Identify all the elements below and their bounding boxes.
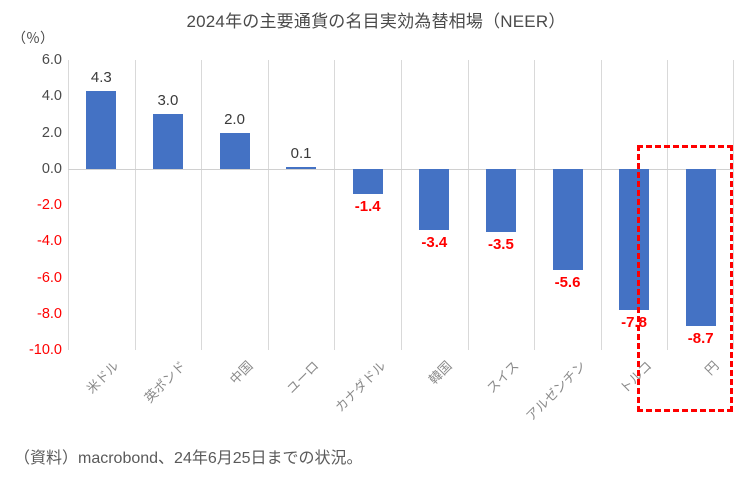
bar-value-label: 0.1 xyxy=(290,144,312,162)
chart-title: 2024年の主要通貨の名目実効為替相場（NEER） xyxy=(186,12,566,31)
y-axis-tick-neg4-0: -4.0 xyxy=(37,233,62,250)
bar-value-label: -3.4 xyxy=(421,234,448,252)
y-axis-tick-neg2-0: -2.0 xyxy=(37,197,62,213)
bar xyxy=(419,168,450,231)
bar xyxy=(685,168,716,327)
y-axis-tick-neg8-0: -8.0 xyxy=(37,305,62,322)
category-gridline xyxy=(401,60,402,350)
y-axis-line xyxy=(68,60,69,350)
y-axis-unit-label: （％） xyxy=(12,30,54,46)
y-axis-tick-6neg0: 6.0 xyxy=(41,52,62,68)
category-gridline xyxy=(667,60,669,350)
category-gridline xyxy=(334,60,336,350)
bar-value-label: -5.6 xyxy=(554,274,581,292)
bar xyxy=(352,168,383,195)
category-gridline xyxy=(733,60,734,350)
bar xyxy=(86,90,117,169)
category-gridline xyxy=(600,60,602,350)
y-axis-tick-2neg0: 2.0 xyxy=(41,124,62,141)
bar-value-label: -7.8 xyxy=(621,314,648,332)
source-note: （資料）macrobond、24年6月25日までの状況。 xyxy=(14,450,363,467)
bar xyxy=(152,114,183,169)
plot-area xyxy=(68,60,734,350)
bar-value-label: -8.7 xyxy=(687,330,714,348)
y-axis-tick-neg6-0: -6.0 xyxy=(37,269,62,286)
category-gridline xyxy=(267,60,269,350)
bar-value-label: 3.0 xyxy=(157,92,179,110)
category-gridline xyxy=(534,60,536,350)
bar xyxy=(552,168,583,271)
zero-baseline xyxy=(68,168,734,170)
bar-value-label: 4.3 xyxy=(90,68,112,86)
y-axis-tick-4neg0: 4.0 xyxy=(41,88,62,105)
bar xyxy=(485,168,516,233)
bar-value-label: -1.4 xyxy=(354,198,381,216)
category-gridline xyxy=(467,60,469,350)
category-gridline xyxy=(134,60,136,350)
y-axis-tick-neg10-0: -10.0 xyxy=(28,342,62,358)
category-gridline xyxy=(201,60,203,350)
bar xyxy=(619,168,650,311)
y-axis-tick-0neg0: 0.0 xyxy=(41,160,62,177)
bar-value-label: 2.0 xyxy=(224,110,245,128)
bar xyxy=(286,166,317,169)
bar-value-label: -3.5 xyxy=(487,236,514,254)
bar xyxy=(219,132,250,169)
